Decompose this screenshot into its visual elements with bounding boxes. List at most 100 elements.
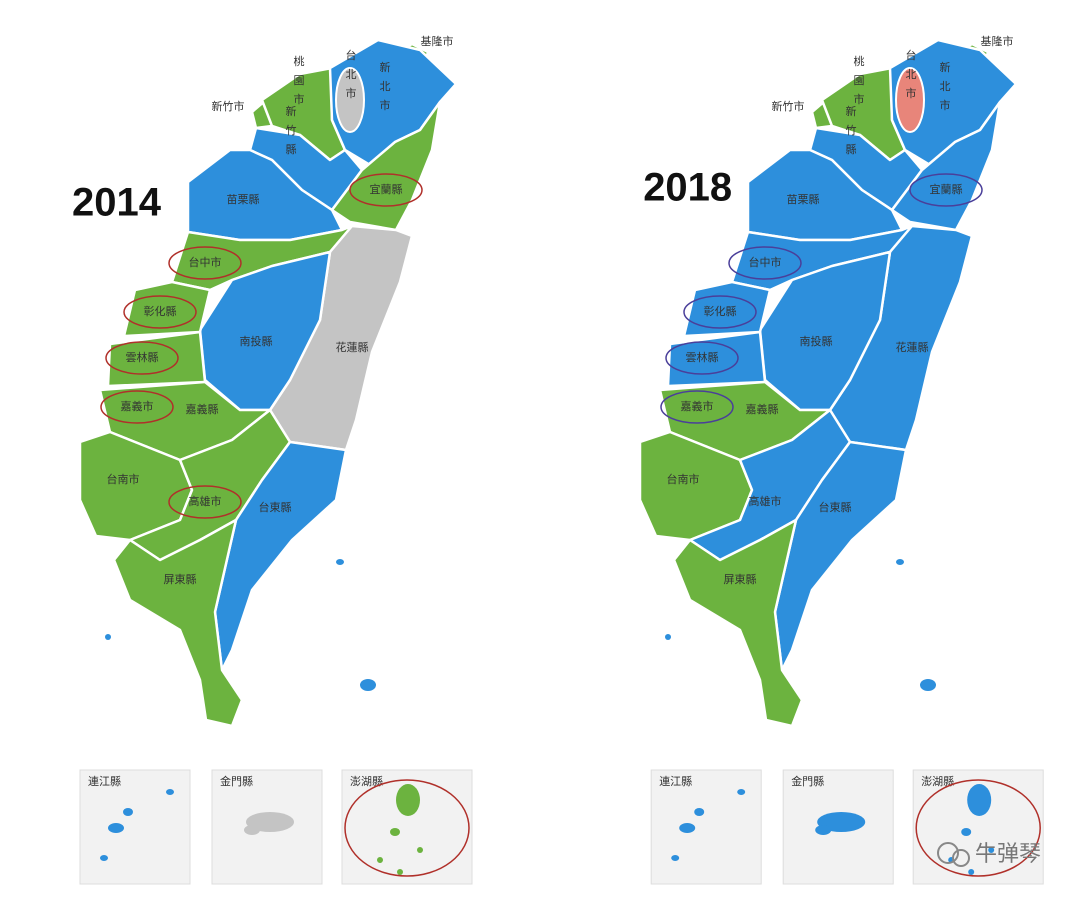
inset-island — [100, 855, 108, 861]
region-label: 新竹市 — [772, 99, 805, 113]
region-label: 新竹縣 — [284, 104, 297, 162]
region — [890, 100, 1002, 232]
region-label: 桃園市 — [292, 54, 305, 112]
inset-box — [650, 769, 762, 885]
inset-island — [961, 828, 972, 836]
region-label: 雲林縣 — [126, 350, 159, 364]
region-label: 高雄市 — [749, 494, 782, 508]
region-label: 南投縣 — [800, 334, 833, 348]
region-label: 基隆市 — [421, 34, 454, 48]
region-label: 宜蘭縣 — [370, 182, 403, 196]
inset-island — [694, 808, 705, 816]
region-label: 屏東縣 — [164, 573, 197, 586]
region-label: 基隆市 — [981, 34, 1014, 48]
inset-island — [166, 789, 174, 795]
watermark-text: 牛弹琴 — [975, 842, 1041, 867]
inset-label: 金門縣 — [220, 774, 253, 788]
inset-label: 連江縣 — [88, 774, 121, 788]
highlight-ring — [168, 485, 242, 519]
island — [896, 559, 904, 565]
watermark-icon — [937, 842, 959, 864]
inset-box — [79, 769, 191, 885]
regions — [78, 38, 458, 728]
inset-island — [737, 789, 746, 795]
watermark-icon — [952, 849, 970, 867]
inset-island — [679, 823, 696, 833]
region-label: 嘉義市 — [121, 399, 154, 413]
island — [920, 679, 936, 691]
region — [773, 440, 908, 672]
region — [112, 518, 244, 728]
region — [213, 440, 348, 672]
inset-island — [968, 869, 975, 875]
region-label: 台中市 — [189, 255, 222, 269]
inset-island — [108, 823, 124, 833]
island — [360, 679, 376, 691]
highlight-ring — [665, 341, 739, 375]
highlight-ring — [683, 295, 757, 329]
inset-label: 澎湖縣 — [921, 775, 954, 788]
region-label: 新竹縣 — [844, 104, 857, 162]
region — [895, 67, 925, 133]
highlight-ring — [100, 390, 174, 424]
highlight-ring — [915, 779, 1041, 877]
inset-island — [671, 855, 680, 861]
region-label: 台南市 — [107, 472, 140, 486]
region-label: 嘉義縣 — [746, 402, 779, 416]
region-label: 台北市 — [904, 48, 917, 106]
region — [672, 518, 804, 728]
inset-island — [244, 825, 260, 835]
highlight-ring — [660, 390, 734, 424]
highlight-ring — [168, 246, 242, 280]
region-label: 雲林縣 — [686, 350, 719, 364]
region-label: 花蓮縣 — [896, 340, 929, 354]
inset-island — [396, 784, 420, 816]
region-label: 苗栗縣 — [227, 193, 260, 206]
region-label: 宜蘭縣 — [930, 182, 963, 196]
region — [330, 100, 442, 232]
region-label: 台東縣 — [819, 500, 852, 514]
inset-label: 連江縣 — [659, 774, 692, 788]
highlight-ring — [123, 295, 197, 329]
highlight-ring — [105, 341, 179, 375]
inset-island — [377, 857, 383, 863]
inset-island — [123, 808, 133, 816]
region — [335, 67, 365, 133]
inset-island — [815, 825, 832, 835]
inset-island — [988, 847, 995, 853]
region-label: 苗栗縣 — [787, 193, 820, 206]
region-label: 彰化縣 — [704, 304, 737, 318]
inset-label: 金門縣 — [791, 774, 824, 788]
island — [336, 559, 344, 565]
region-label: 南投縣 — [240, 334, 273, 348]
inset-island — [417, 847, 423, 853]
inset-island — [390, 828, 400, 836]
region-label: 高雄市 — [189, 494, 222, 508]
region-label: 嘉義縣 — [186, 402, 219, 416]
year-title: 2014 — [72, 181, 162, 225]
highlight-ring — [728, 246, 802, 280]
inset-island — [967, 784, 992, 816]
inset-label: 澎湖縣 — [350, 775, 383, 788]
highlight-ring — [909, 173, 983, 207]
region-label: 新北市 — [938, 60, 951, 118]
region-label: 新北市 — [378, 60, 391, 118]
region-label: 台中市 — [749, 255, 782, 269]
region-label: 台南市 — [667, 472, 700, 486]
inset-island — [397, 869, 403, 875]
island — [665, 634, 671, 640]
region-label: 屏東縣 — [724, 573, 757, 586]
region-label: 新竹市 — [212, 99, 245, 113]
region-label: 台東縣 — [259, 500, 292, 514]
region-label: 彰化縣 — [144, 304, 177, 318]
watermark: 牛弹琴 — [937, 842, 1041, 867]
highlight-ring — [344, 779, 470, 877]
region-label: 台北市 — [344, 48, 357, 106]
highlight-ring — [349, 173, 423, 207]
regions — [638, 38, 1018, 728]
year-title: 2018 — [643, 166, 732, 210]
region-label: 花蓮縣 — [336, 340, 369, 354]
